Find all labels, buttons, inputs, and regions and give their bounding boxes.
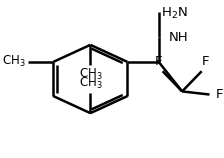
Text: NH: NH xyxy=(168,31,188,44)
Text: F: F xyxy=(202,55,209,68)
Text: CH$_3$: CH$_3$ xyxy=(79,76,102,91)
Text: F: F xyxy=(215,88,223,101)
Text: CH$_3$: CH$_3$ xyxy=(2,54,26,70)
Text: CH$_3$: CH$_3$ xyxy=(79,67,102,82)
Text: F: F xyxy=(155,55,162,68)
Text: H$_2$N: H$_2$N xyxy=(161,6,187,21)
